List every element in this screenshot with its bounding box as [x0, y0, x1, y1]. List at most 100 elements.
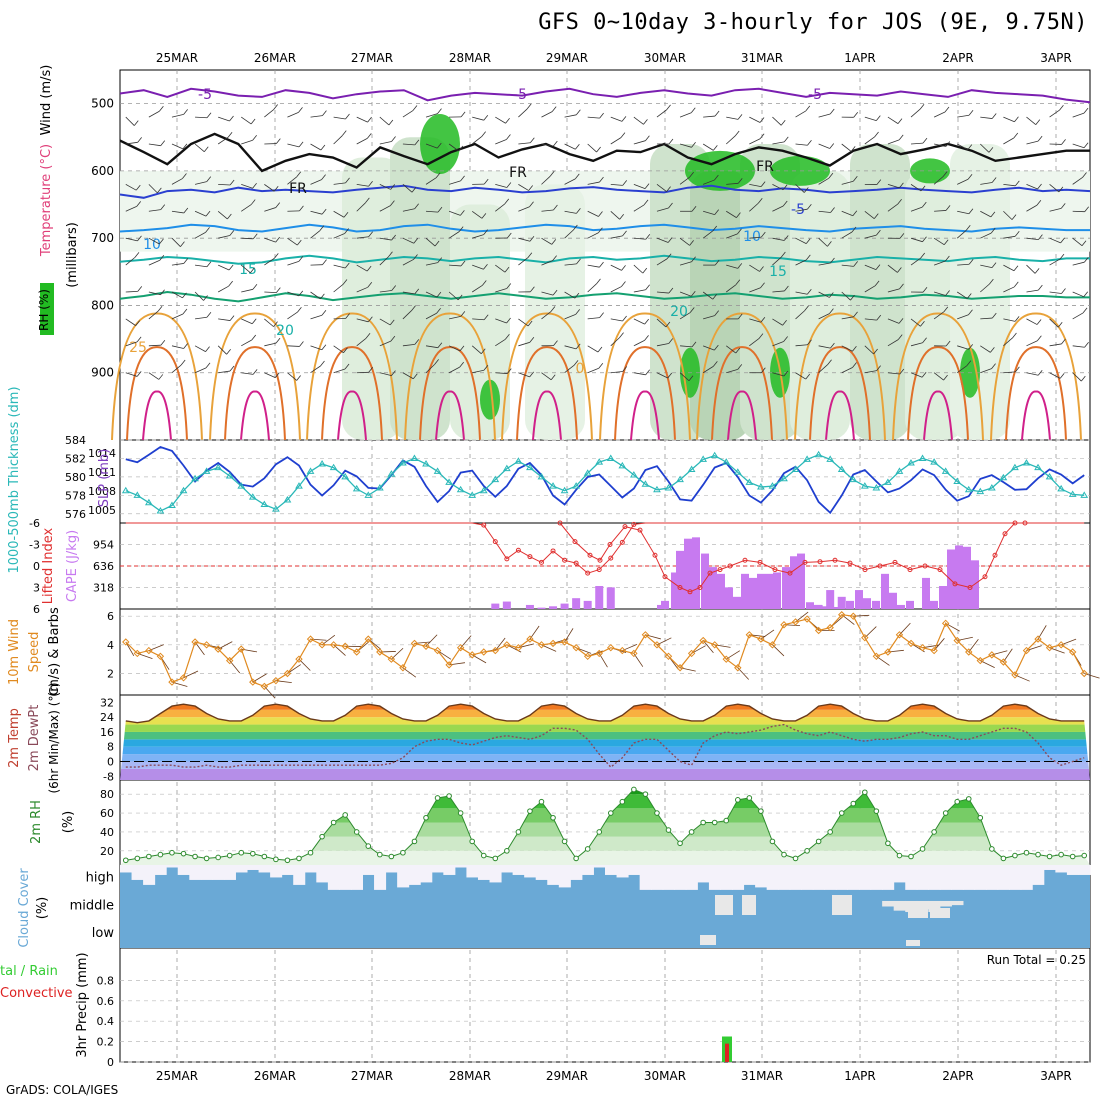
wind-barb	[772, 372, 785, 377]
wind-barb	[171, 210, 184, 214]
wind-barb-flag	[203, 146, 209, 152]
wind-barb-flag	[391, 234, 396, 241]
wind-barb-flag	[160, 339, 166, 346]
wind-barb	[749, 138, 761, 145]
pressure-tick: 700	[91, 231, 114, 245]
wind-barb-flag	[945, 205, 951, 211]
wind-barb	[679, 112, 692, 118]
thickness-point	[1057, 484, 1066, 492]
precip-convective-bar	[725, 1043, 729, 1062]
wind-barb	[749, 338, 760, 347]
wind-barb	[333, 116, 346, 120]
wind-barb	[887, 116, 899, 124]
wind-barb	[194, 181, 207, 185]
wind-barb	[1072, 177, 1083, 185]
wind-barb-flag	[967, 174, 973, 180]
wind-barb-flag	[390, 184, 396, 190]
wind-barb-flag	[1015, 366, 1020, 373]
wind-barb-flag	[437, 257, 443, 263]
dewpt-line	[125, 723, 1085, 769]
wind10m-barb	[494, 637, 506, 651]
wind-barb-flag	[784, 285, 789, 292]
wind-barb-flag	[850, 146, 856, 152]
wind-barb	[241, 204, 252, 212]
cloud-high-cell	[177, 865, 190, 875]
rh-point	[192, 853, 198, 860]
li-point	[892, 559, 898, 565]
li-point	[492, 539, 498, 545]
wind10m-point	[884, 648, 892, 656]
wind-barb	[864, 116, 877, 121]
wind-barb-flag	[968, 259, 974, 265]
rh-point	[919, 846, 926, 852]
wind-barb	[633, 372, 646, 376]
li-point	[637, 527, 643, 533]
wind-barb-flag	[229, 179, 235, 186]
cape-bar	[826, 590, 835, 609]
cloud-high-cell	[327, 865, 340, 890]
wind-barb-flag	[299, 205, 304, 212]
wind-barb-flag	[529, 371, 534, 378]
wind-barb	[818, 262, 831, 266]
slp-axis-label: SLP (mb)	[97, 449, 112, 508]
wind-barb	[587, 317, 600, 320]
wind-barb-flag	[573, 224, 578, 231]
wind-barb	[125, 141, 138, 145]
thickness-point	[618, 461, 627, 469]
cloud-high-cell	[235, 865, 248, 873]
wind-barb-flag	[434, 240, 440, 247]
wind-barb-flag	[851, 226, 857, 233]
wind-barb-flag	[437, 108, 442, 114]
cloud-high-cell	[431, 865, 444, 873]
wind-barb	[425, 345, 438, 349]
thickness-point	[1080, 491, 1089, 498]
wind10m-axis-label-3: (m/s) & Barbs	[47, 607, 62, 697]
wind-barb	[264, 291, 277, 294]
cape-bar	[572, 598, 581, 609]
li-point	[622, 524, 628, 530]
cloud-high-cell	[304, 865, 317, 873]
wind10m-point	[664, 652, 673, 661]
li-point	[515, 547, 521, 553]
wind-barb-flag	[852, 346, 857, 352]
wind-barb	[1026, 372, 1039, 376]
wind-barb	[564, 263, 577, 266]
wind-barb	[495, 139, 507, 145]
thickness-point	[456, 485, 465, 493]
wind10m-point	[283, 669, 292, 678]
wind-barb-flag	[945, 141, 951, 147]
wind-barb	[379, 205, 391, 212]
wind10m-barb	[194, 641, 205, 656]
wind-barb	[564, 114, 577, 118]
wind-barb-flag	[645, 369, 650, 376]
wind-barb-flag	[180, 241, 185, 247]
wind-barb	[610, 183, 623, 186]
wind-barb	[841, 143, 852, 152]
wind-barb	[495, 183, 507, 188]
wind-barb	[171, 237, 181, 247]
wind-barb	[425, 210, 439, 213]
wind-barb-flag	[943, 306, 949, 313]
wind-barb-flag	[942, 171, 948, 177]
wind-barb	[841, 316, 854, 320]
cape-bar	[725, 587, 733, 609]
wind-barb	[448, 345, 461, 352]
wind-barb-flag	[320, 144, 326, 151]
cloud-high-cell	[477, 865, 491, 880]
cape-bar	[814, 604, 822, 609]
wind-barb-flag	[135, 320, 141, 326]
wind10m-point	[260, 682, 269, 691]
wind-barb	[726, 264, 738, 269]
thickness-point	[433, 467, 442, 474]
rh-point	[423, 814, 429, 821]
wind-barb-flag	[459, 345, 465, 352]
temp-tick: 16	[100, 726, 114, 739]
wind10m-barb	[460, 635, 472, 648]
wind-barb	[379, 318, 391, 326]
wind10m-axis-label-1: 10m Wind	[7, 619, 22, 685]
wind10m-point	[145, 646, 153, 655]
wind-barb-flag	[643, 119, 648, 125]
wind-barb-flag	[691, 256, 696, 263]
wind10m-barb	[402, 667, 417, 678]
wind-barb-flag	[297, 306, 302, 313]
